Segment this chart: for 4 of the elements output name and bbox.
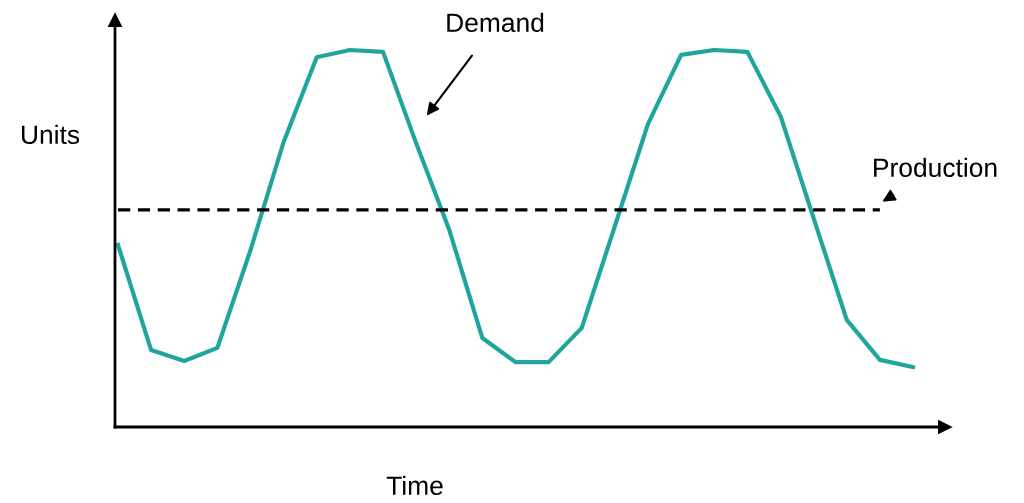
y-axis-title: Units (21, 124, 80, 145)
series-label: Production (874, 157, 997, 178)
text: Demand (447, 12, 544, 33)
x-axis-title: Time (386, 475, 443, 496)
